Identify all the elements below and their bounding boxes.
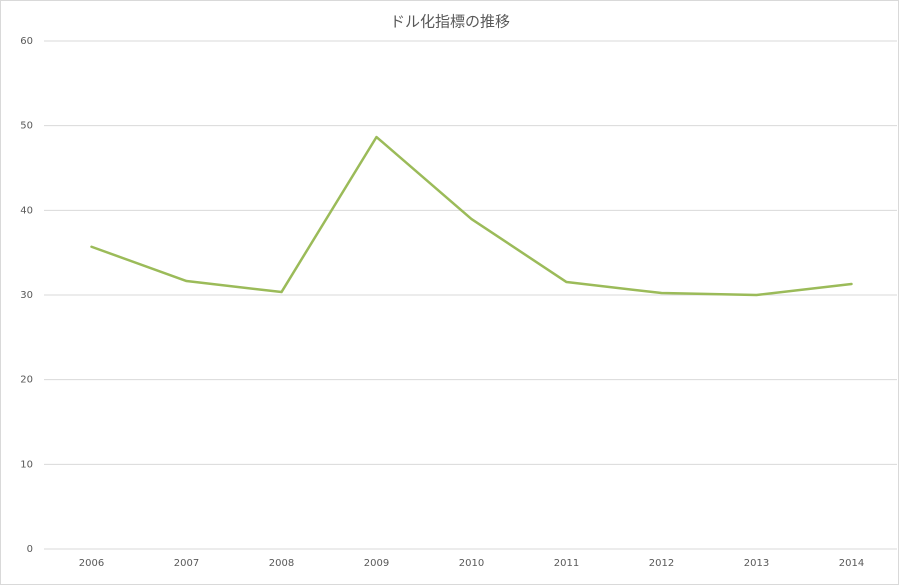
- y-tick-label: 40: [20, 205, 33, 216]
- x-tick-label: 2012: [649, 558, 674, 569]
- x-tick-label: 2010: [459, 558, 484, 569]
- y-tick-label: 30: [20, 290, 33, 301]
- y-tick-label: 10: [20, 459, 33, 470]
- data-line: [90, 135, 853, 297]
- x-tick-label: 2013: [744, 558, 769, 569]
- x-tick-label: 2007: [174, 558, 199, 569]
- x-tick-label: 2011: [554, 558, 579, 569]
- x-tick-label: 2008: [269, 558, 294, 569]
- y-tick-label: 20: [20, 375, 33, 386]
- x-tick-label: 2009: [364, 558, 389, 569]
- x-tick-label: 2006: [79, 558, 104, 569]
- chart-title: ドル化指標の推移: [390, 13, 510, 31]
- y-tick-label: 0: [27, 544, 33, 555]
- y-tick-label: 60: [20, 36, 33, 47]
- y-tick-label: 50: [20, 121, 33, 132]
- x-tick-label: 2014: [839, 558, 864, 569]
